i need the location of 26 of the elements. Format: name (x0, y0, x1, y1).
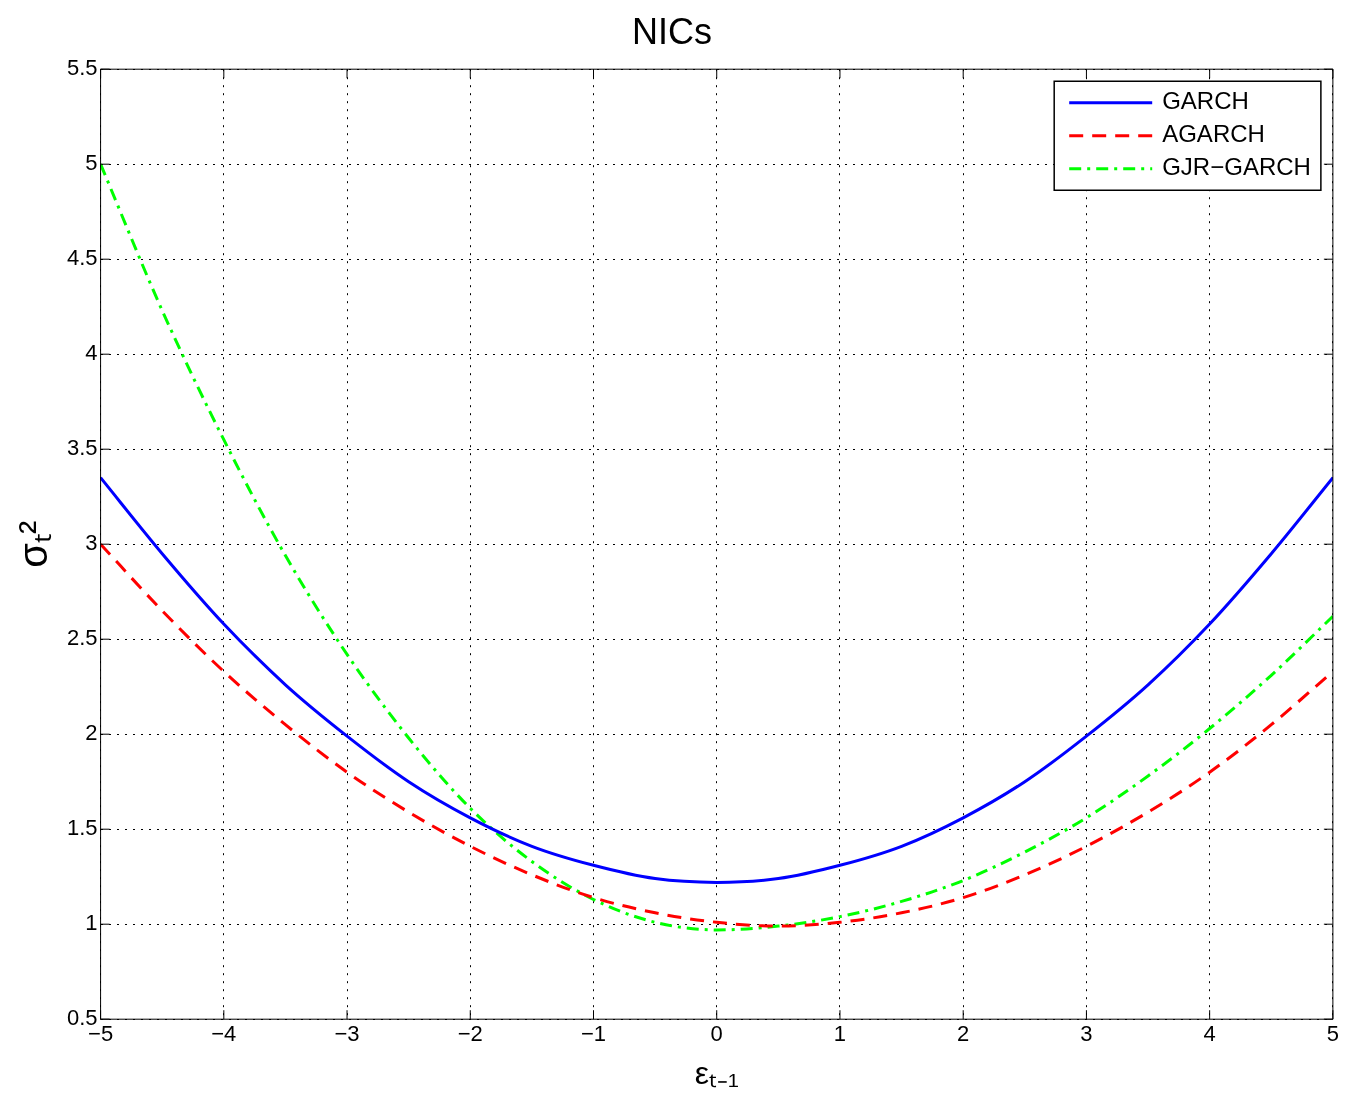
y-tick-label: 4.5 (66, 245, 98, 271)
x-tick-label: −3 (334, 1021, 360, 1047)
legend-label: AGARCH (1162, 120, 1265, 148)
y-axis-title: σₜ² (11, 520, 56, 568)
y-tick-label: 2.5 (66, 625, 98, 651)
x-tick-label: −4 (211, 1021, 237, 1047)
y-tick-label: 1.5 (66, 815, 98, 841)
x-tick-label: −2 (457, 1021, 483, 1047)
y-tick-label: 3 (85, 530, 98, 556)
y-tick-label: 5 (85, 150, 98, 176)
legend-label: GARCH (1162, 87, 1249, 115)
y-tick-label: 5.5 (66, 55, 98, 81)
x-tick-label: 3 (1080, 1021, 1093, 1047)
x-tick-label: 2 (957, 1021, 970, 1047)
x-tick-label: 4 (1203, 1021, 1216, 1047)
y-tick-label: 1 (85, 910, 98, 936)
x-tick-label: 1 (833, 1021, 847, 1047)
x-axis-title: εₜ₋₁ (694, 1054, 739, 1091)
y-tick-label: 2 (85, 720, 98, 746)
chart-title: NICs (632, 10, 712, 52)
x-tick-label: −1 (580, 1021, 607, 1047)
y-tick-label: 4 (85, 340, 98, 366)
x-tick-label: 5 (1326, 1021, 1340, 1047)
legend-label: GJR−GARCH (1162, 153, 1311, 181)
x-tick-label: 0 (710, 1021, 723, 1047)
y-tick-label: 3.5 (66, 435, 98, 461)
